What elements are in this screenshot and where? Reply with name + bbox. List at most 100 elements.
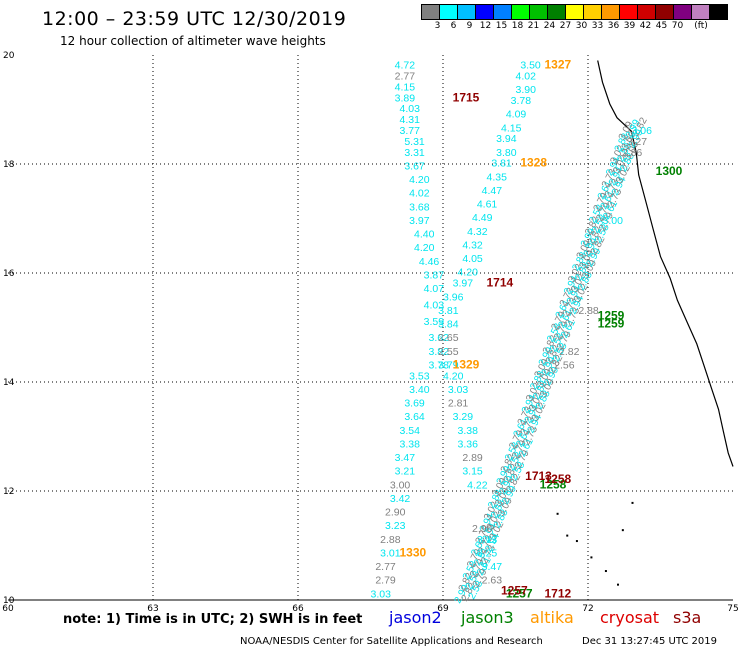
wave-height-value: 2.88 xyxy=(578,305,599,317)
wave-height-value: 4.32 xyxy=(467,226,488,238)
wave-height-value: 3.67 xyxy=(404,160,425,172)
wave-height-value: 2.77 xyxy=(395,71,416,83)
wave-height-value: 3.87 xyxy=(424,269,445,281)
wave-height-value: 3.38 xyxy=(458,425,479,437)
wave-height-value: 3.78 xyxy=(429,359,450,371)
wave-height-value: 5.31 xyxy=(404,136,425,148)
wave-height-value: 3.97 xyxy=(409,215,430,227)
y-tick-label: 20 xyxy=(3,51,15,61)
wave-height-value: 3.94 xyxy=(496,133,517,145)
island-dot xyxy=(604,570,607,573)
island-dot xyxy=(631,501,634,504)
wave-height-value: 2.79 xyxy=(375,575,396,587)
wave-height-value: 3.90 xyxy=(516,84,537,96)
island-dot xyxy=(556,512,559,515)
wave-height-value: 3.59 xyxy=(424,316,445,328)
wave-height-value: 4.20 xyxy=(409,174,430,186)
pass-time-label: 1713 xyxy=(525,469,552,483)
wave-height-value: 3.89 xyxy=(395,92,416,104)
wave-height-value: 3.80 xyxy=(496,147,517,159)
y-tick-label: 10 xyxy=(3,596,15,606)
wave-height-value: 3.62 xyxy=(429,332,450,344)
pass-time-label: 1300 xyxy=(656,164,683,178)
pass-time-label: 1259 xyxy=(598,317,625,331)
wave-height-value: 4.61 xyxy=(477,199,498,211)
pass-time-label: 1714 xyxy=(487,276,514,290)
wave-height-value: 2.96 xyxy=(472,523,493,535)
pass-time-label: 1258 xyxy=(545,472,572,486)
color-scale-label: 70 xyxy=(671,21,684,31)
wave-height-value: 4.15 xyxy=(501,122,522,134)
wave-height-value: 3.03 xyxy=(371,588,392,600)
wave-height-value: 4.03 xyxy=(400,103,421,115)
wave-height-value: 3.03 xyxy=(448,384,469,396)
color-scale-unit: (ft) xyxy=(694,21,708,31)
x-tick-label: 66 xyxy=(292,604,304,614)
wave-height-value: 3.54 xyxy=(400,425,421,437)
wave-height-value: 3.27 xyxy=(627,136,648,148)
generation-timestamp: Dec 31 13:27:45 UTC 2019 xyxy=(582,636,717,647)
page-title: 12:00 – 23:59 UTC 12/30/2019 xyxy=(42,8,347,30)
wave-height-value: 2.81 xyxy=(448,398,469,410)
wave-height-value: 4.22 xyxy=(467,479,488,491)
coastline xyxy=(597,60,734,467)
wave-height-value: 3.81 xyxy=(438,305,459,317)
pass-time-label: 1712 xyxy=(545,586,572,600)
color-scale-label: 15 xyxy=(495,21,508,31)
pass-time-label: 1328 xyxy=(520,156,547,170)
color-scale-label: 18 xyxy=(511,21,524,31)
legend-cryosat: cryosat xyxy=(600,608,660,627)
wave-height-value: 4.72 xyxy=(395,60,416,72)
pass-time-label: 1329 xyxy=(453,357,480,371)
wave-height-value: 4.47 xyxy=(482,185,503,197)
color-scale-label: 27 xyxy=(559,21,572,31)
wave-height-value: 3.97 xyxy=(453,278,474,290)
wave-height-value: 4.02 xyxy=(516,71,537,83)
wave-height-value: 3.81 xyxy=(491,158,512,170)
page-subtitle: 12 hour collection of altimeter wave hei… xyxy=(60,34,326,48)
wave-height-value: 2.56 xyxy=(554,359,575,371)
wave-height-value: 4.32 xyxy=(462,239,483,251)
wave-height-value: 4.49 xyxy=(472,212,493,224)
color-scale-bar xyxy=(421,4,728,20)
legend-s3a: s3a xyxy=(673,608,702,627)
legend-jason3: jason3 xyxy=(461,608,514,627)
wave-height-value: 3.06 xyxy=(632,125,653,137)
island-dot xyxy=(566,534,569,537)
wave-height-value: 3.96 xyxy=(443,291,464,303)
x-tick-label: 69 xyxy=(437,604,449,614)
wave-height-value: 4.07 xyxy=(424,283,445,295)
x-tick-label: 63 xyxy=(147,604,158,614)
color-scale-label: 9 xyxy=(466,21,473,31)
wave-height-value: 2.63 xyxy=(482,575,503,587)
color-scale-label: 33 xyxy=(591,21,604,31)
wave-height-value: 3.82 xyxy=(429,346,450,358)
wave-height-value: 4.31 xyxy=(400,114,421,126)
wave-height-value: 4.05 xyxy=(462,253,483,265)
legend-jason2: jason2 xyxy=(389,608,442,627)
wave-height-value: 3.50 xyxy=(520,60,541,72)
y-tick-label: 16 xyxy=(3,269,15,279)
y-tick-label: 18 xyxy=(3,160,15,170)
wave-height-value: 3.00 xyxy=(390,479,411,491)
island-dot xyxy=(575,540,578,543)
wave-height-value: 2.89 xyxy=(462,452,483,464)
pass-time-label: 1715 xyxy=(453,90,480,104)
wave-height-value: 3.64 xyxy=(404,411,425,423)
wave-height-value: 3.79 xyxy=(438,359,459,371)
wave-height-value: 3.29 xyxy=(453,411,474,423)
color-scale-label: 39 xyxy=(623,21,636,31)
wave-height-value: 2.86 xyxy=(622,147,643,159)
wave-height-value: 3.47 xyxy=(395,452,416,464)
wave-height-value: 3.36 xyxy=(458,438,479,450)
pass-time-label: 1257 xyxy=(501,584,528,598)
wave-height-value: 3.78 xyxy=(511,95,532,107)
island-dot xyxy=(590,556,593,559)
wave-height-value: 3.13 xyxy=(477,534,498,546)
credit-text: NOAA/NESDIS Center for Satellite Applica… xyxy=(240,636,543,647)
wave-height-value: 3.15 xyxy=(462,466,483,478)
pass-time-label: 1258 xyxy=(540,477,567,491)
wave-height-value: 3.00 xyxy=(603,215,624,227)
wave-height-value: 3.31 xyxy=(404,147,425,159)
color-scale-label: 30 xyxy=(575,21,588,31)
